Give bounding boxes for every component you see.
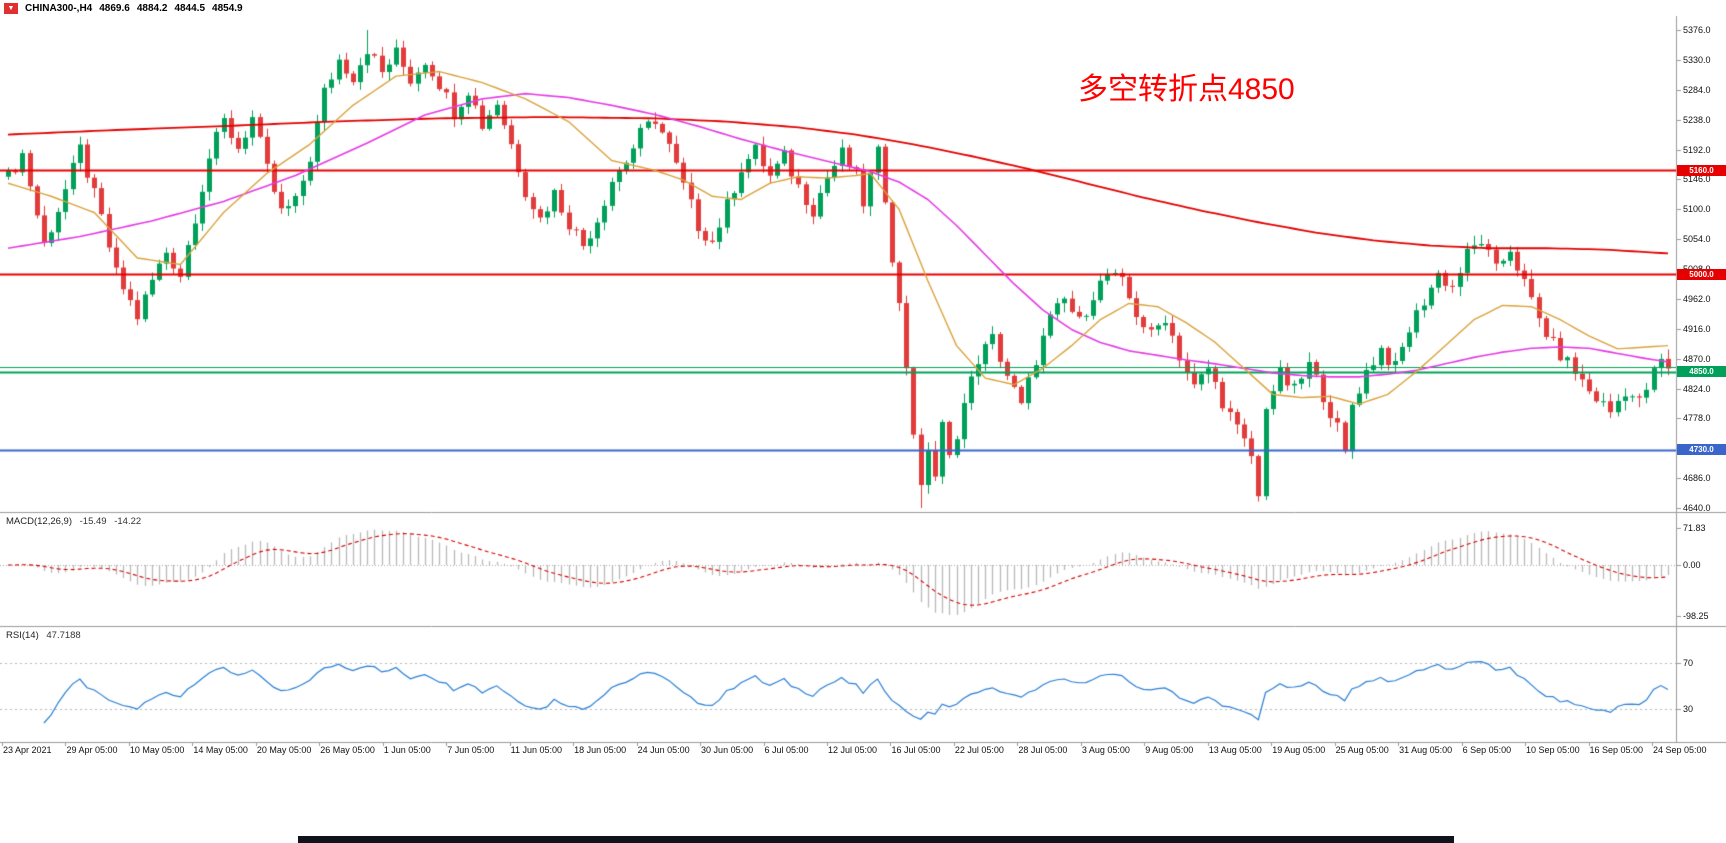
time-axis-label: 30 Jun 05:00 <box>701 745 754 755</box>
macd-main-value: -15.49 <box>79 516 107 527</box>
time-axis-label: 7 Jun 05:00 <box>447 745 495 755</box>
time-axis-label: 3 Aug 05:00 <box>1081 745 1130 755</box>
time-axis-label: 24 Jun 05:00 <box>637 745 690 755</box>
price-axis-tick: 4824.0 <box>1683 383 1711 394</box>
open-value: 4869.6 <box>99 2 130 14</box>
time-axis-label: 16 Jul 05:00 <box>891 745 941 755</box>
price-axis-tick: 4962.0 <box>1683 293 1711 304</box>
macd-axis-tick: -98.25 <box>1683 611 1709 622</box>
price-axis-tick: 4778.0 <box>1683 413 1711 424</box>
price-level-badge: 5160.0 <box>1677 164 1726 176</box>
symbol-timeframe-label: CHINA300-,H4 <box>25 2 93 14</box>
time-axis-label: 13 Aug 05:00 <box>1208 745 1262 755</box>
low-value: 4844.5 <box>174 2 206 14</box>
time-axis-label: 18 Jun 05:00 <box>574 745 627 755</box>
rsi-axis-tick: 30 <box>1683 703 1694 714</box>
rsi-label: RSI(14) <box>6 630 39 641</box>
time-axis-label: 29 Apr 05:00 <box>66 745 118 755</box>
time-axis-label: 9 Aug 05:00 <box>1145 745 1194 755</box>
price-axis-tick: 5054.0 <box>1683 234 1711 245</box>
chart-header: ▼ CHINA300-,H4 4869.6 4884.2 4844.5 4854… <box>4 2 243 14</box>
time-axis-label: 10 May 05:00 <box>129 745 185 755</box>
one-click-trading-toggle[interactable]: ▼ <box>4 2 18 14</box>
price-axis-tick: 5376.0 <box>1683 25 1711 35</box>
price-level-badge: 5000.0 <box>1677 268 1726 280</box>
price-axis-tick: 5284.0 <box>1683 84 1711 95</box>
price-axis-tick: 4870.0 <box>1683 353 1711 364</box>
time-axis-label: 10 Sep 05:00 <box>1526 745 1580 755</box>
time-axis-label: 28 Jul 05:00 <box>1018 745 1068 755</box>
rsi-axis-tick: 70 <box>1683 658 1694 669</box>
price-axis-tick: 5192.0 <box>1683 144 1711 155</box>
macd-label: MACD(12,26,9) <box>6 516 72 527</box>
rsi-value: 47.7188 <box>46 630 81 641</box>
price-axis-tick: 4686.0 <box>1683 473 1711 484</box>
time-axis-label: 6 Jul 05:00 <box>764 745 809 755</box>
time-axis-label: 26 May 05:00 <box>320 745 375 755</box>
macd-indicator-label: MACD(12,26,9) -15.49 -14.22 <box>6 516 141 527</box>
arrow-down-icon: ▼ <box>7 4 15 12</box>
price-level-badge: 4850.0 <box>1677 366 1726 378</box>
macd-signal-value: -14.22 <box>114 516 142 527</box>
time-axis-label: 22 Jul 05:00 <box>954 745 1004 755</box>
time-axis-label: 20 May 05:00 <box>256 745 312 755</box>
time-axis-label: 25 Aug 05:00 <box>1335 745 1389 755</box>
price-axis-tick: 5146.0 <box>1683 174 1711 185</box>
time-axis-label: 16 Sep 05:00 <box>1589 745 1644 755</box>
time-axis-label: 23 Apr 2021 <box>3 745 52 755</box>
high-value: 4884.2 <box>136 2 168 14</box>
price-level-badge: 4730.0 <box>1677 444 1726 456</box>
time-axis-label: 24 Sep 05:00 <box>1652 745 1707 755</box>
macd-axis-tick: 71.83 <box>1683 522 1706 533</box>
macd-axis-tick: 0.00 <box>1683 560 1701 570</box>
time-axis-label: 12 Jul 05:00 <box>827 745 878 755</box>
time-axis-label: 31 Aug 05:00 <box>1399 745 1453 755</box>
price-axis-tick: 4916.0 <box>1683 323 1711 334</box>
time-axis-label: 14 May 05:00 <box>193 745 248 755</box>
price-axis-tick: 5238.0 <box>1683 114 1711 125</box>
taskbar-strip <box>298 836 1454 843</box>
rsi-indicator-label: RSI(14) 47.7188 <box>6 630 81 641</box>
price-axis-tick: 4640.0 <box>1683 503 1711 514</box>
price-axis-tick: 5100.0 <box>1683 204 1711 215</box>
time-axis-label: 1 Jun 05:00 <box>383 745 431 755</box>
annotation-text: 多空转折点4850 <box>1078 73 1295 106</box>
time-axis-label: 6 Sep 05:00 <box>1462 745 1512 755</box>
time-axis-label: 19 Aug 05:00 <box>1272 745 1326 755</box>
close-value: 4854.9 <box>212 2 243 14</box>
price-axis-tick: 5330.0 <box>1683 54 1711 65</box>
time-axis-label: 11 Jun 05:00 <box>510 745 563 755</box>
